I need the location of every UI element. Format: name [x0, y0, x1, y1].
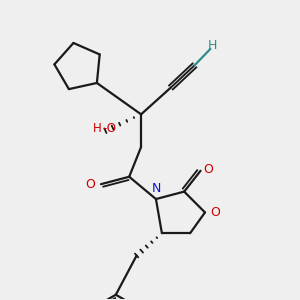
Text: N: N [151, 182, 160, 195]
Text: -O: -O [102, 122, 116, 135]
Text: H: H [208, 40, 217, 52]
Text: O: O [203, 163, 213, 176]
Text: H: H [93, 122, 101, 135]
Text: O: O [85, 178, 95, 191]
Text: O: O [210, 206, 220, 219]
